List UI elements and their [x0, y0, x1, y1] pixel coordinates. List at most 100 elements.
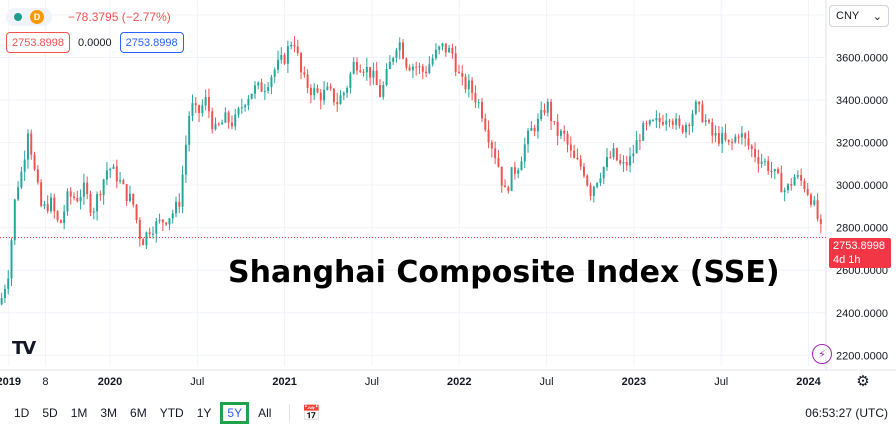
- candle: [668, 118, 671, 128]
- range-button-6m[interactable]: 6M: [130, 406, 147, 420]
- candle: [158, 213, 161, 224]
- candle: [263, 83, 266, 100]
- candle: [191, 94, 194, 122]
- candle: [247, 95, 250, 111]
- candle: [79, 189, 82, 210]
- x-tick-label: 2023: [622, 376, 646, 388]
- candle: [339, 90, 342, 105]
- visibility-toggle[interactable]: D: [6, 8, 52, 26]
- candle: [237, 106, 240, 118]
- x-tick-label: Jul: [540, 376, 554, 388]
- candle: [316, 84, 319, 94]
- candle: [165, 221, 168, 227]
- range-button-5d[interactable]: 5D: [42, 406, 58, 420]
- candle: [128, 185, 131, 203]
- candle: [546, 98, 549, 117]
- calendar-icon[interactable]: 📅: [302, 405, 322, 422]
- candle: [30, 129, 33, 160]
- candle: [701, 100, 704, 123]
- clock[interactable]: 06:53:27 (UTC): [805, 406, 888, 420]
- candle: [592, 185, 595, 203]
- candle: [559, 128, 562, 140]
- candle: [207, 88, 210, 119]
- x-tick-label: Jul: [365, 376, 379, 388]
- range-button-3m[interactable]: 3M: [100, 406, 118, 420]
- candle: [810, 192, 812, 208]
- candle: [629, 147, 632, 173]
- range-button-5y[interactable]: 5Y: [220, 402, 250, 424]
- candle: [487, 120, 490, 149]
- candle: [434, 43, 437, 61]
- spread-value: 0.0000: [78, 36, 112, 49]
- tradingview-logo[interactable]: TV: [12, 338, 36, 359]
- candle: [727, 139, 730, 146]
- candle: [625, 155, 628, 171]
- candle: [112, 163, 115, 170]
- candle: [96, 191, 99, 221]
- candle: [606, 148, 608, 171]
- candle: [658, 112, 661, 129]
- candle: [234, 108, 237, 131]
- candle: [721, 126, 724, 153]
- candle: [323, 80, 326, 105]
- candle: [122, 178, 125, 185]
- range-button-ytd[interactable]: YTD: [159, 406, 184, 420]
- candle: [425, 65, 428, 78]
- candle: [431, 54, 434, 67]
- candle: [102, 178, 105, 205]
- candle: [227, 110, 230, 129]
- candle: [724, 123, 727, 142]
- axes: 2200.0000 2400.0000 2600.0000 2800.0000 3000…: [0, 0, 896, 388]
- candle: [694, 99, 697, 116]
- range-button-1m[interactable]: 1M: [70, 406, 88, 420]
- range-button-1d[interactable]: 1D: [14, 406, 30, 420]
- range-button-all[interactable]: All: [258, 406, 272, 420]
- candle: [290, 41, 293, 50]
- candle: [770, 161, 773, 179]
- candle: [3, 284, 6, 303]
- candle: [151, 226, 154, 239]
- candle: [740, 126, 743, 145]
- sell-price-button[interactable]: 2753.8998: [6, 32, 70, 53]
- candle: [451, 43, 454, 59]
- candle: [563, 125, 566, 142]
- candle: [115, 159, 118, 189]
- candle: [556, 114, 559, 146]
- candle: [513, 161, 516, 180]
- candle: [59, 219, 62, 224]
- candle: [750, 144, 753, 158]
- candle: [461, 65, 464, 86]
- bottom-toolbar: 1D 5D 1M 3M 6M YTD 1Y 5Y All 📅 06:53:27 (UTC): [0, 396, 896, 430]
- lightning-icon[interactable]: ⚡: [812, 344, 832, 364]
- candle: [760, 153, 763, 168]
- buy-price-button[interactable]: 2753.8998: [119, 32, 184, 53]
- candle: [589, 182, 592, 201]
- candle: [319, 88, 322, 110]
- candle: [26, 129, 29, 169]
- candle: [428, 56, 431, 75]
- range-button-1y[interactable]: 1Y: [196, 406, 212, 420]
- candle: [280, 47, 283, 64]
- candle: [293, 36, 296, 53]
- y-tick-label: 2200.0000: [836, 350, 888, 362]
- candle: [737, 133, 740, 144]
- candle: [119, 171, 122, 184]
- candle: [632, 145, 635, 164]
- candle: [145, 231, 148, 250]
- candles: [0, 36, 822, 306]
- currency-selector[interactable]: CNY ⌄: [829, 5, 889, 27]
- candle: [481, 97, 483, 123]
- candle: [395, 47, 398, 63]
- candle: [619, 153, 622, 166]
- candle: [99, 190, 102, 201]
- candle: [260, 78, 263, 93]
- candle: [204, 89, 207, 111]
- candle: [53, 193, 56, 219]
- candle: [46, 195, 49, 214]
- legend-row: D −78.3795 (−2.77%): [6, 7, 171, 27]
- candle: [267, 81, 270, 94]
- gear-icon[interactable]: ⚙: [856, 373, 870, 390]
- candle: [553, 121, 556, 125]
